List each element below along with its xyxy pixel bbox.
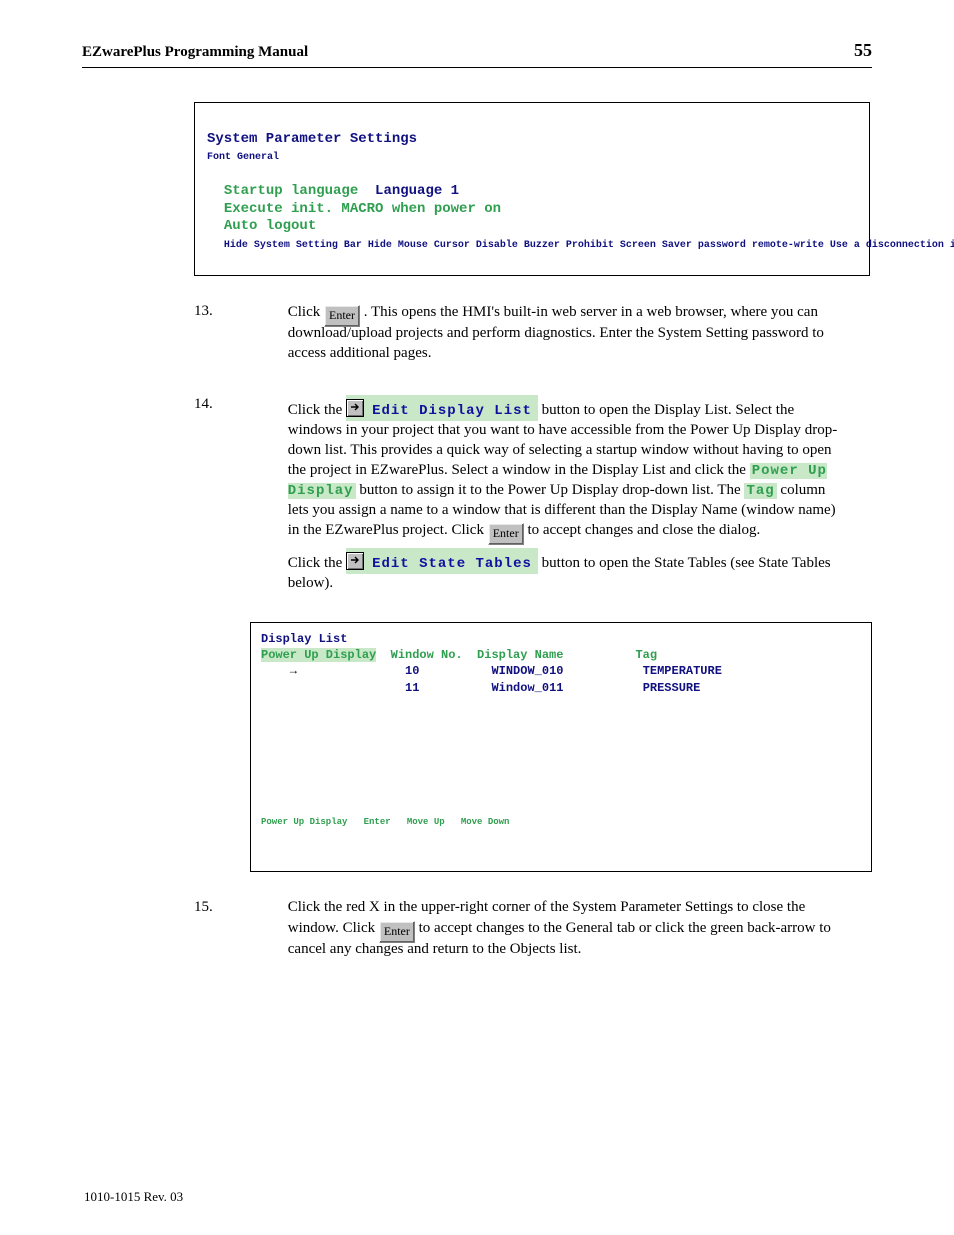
arrow-right-icon (346, 399, 364, 417)
enter-key-icon[interactable]: Enter (488, 523, 524, 545)
t2-footer: Power Up Display Enter Move Up Move Down (261, 817, 509, 827)
step13-before: Click (288, 304, 324, 320)
t2-r2-disp: Window_011 (491, 681, 563, 695)
t2-col-disp: Display Name (477, 648, 563, 662)
edit-state-tables-button[interactable]: Edit State Tables (346, 548, 538, 574)
s14-c: button to assign it to the Power Up Disp… (359, 482, 744, 498)
arrow-right-icon (346, 552, 364, 570)
step-14: 14. Click the Edit Display List button t… (194, 395, 870, 600)
t2-col-powerup: Power Up Display (261, 648, 376, 662)
s14-e: to accept changes and close the dialog. (527, 522, 760, 538)
t2-r2-tag: PRESSURE (643, 681, 701, 695)
step-15: 15. Click the red X in the upper-right c… (194, 898, 870, 965)
edit-display-list-button[interactable]: Edit Display List (346, 395, 538, 421)
term1-startup-value: Language 1 (375, 183, 459, 199)
header-page-number: 55 (854, 40, 872, 61)
t2-col-tag: Tag (635, 648, 657, 662)
enter-key-icon[interactable]: Enter (379, 921, 415, 943)
term1-title: System Parameter Settings (207, 131, 417, 147)
screenshot-display-list: Display List Power Up Display Window No.… (250, 622, 872, 872)
screenshot-system-parameters: System Parameter Settings Font General S… (194, 102, 870, 276)
page-header: EZwarePlus Programming Manual 55 (82, 40, 872, 68)
step-15-number: 15. (194, 898, 228, 918)
step-14-number: 14. (194, 395, 228, 415)
term1-tabs-left: Font General (207, 152, 279, 163)
term1-startup-label: Startup language (224, 183, 358, 199)
term1-execute-label: Execute init. MACRO when power on (224, 201, 501, 217)
term1-backlight: Hide System Setting Bar Hide Mouse Curso… (224, 240, 954, 251)
t2-title: Display List (261, 632, 347, 646)
enter-key-icon[interactable]: Enter (324, 305, 360, 327)
edit-state-tables-label: Edit State Tables (372, 556, 532, 572)
s14-a: Click the (288, 402, 346, 418)
edit-display-list-label: Edit Display List (372, 403, 532, 419)
step-13: 13. Click Enter . This opens the HMI's b… (194, 302, 870, 369)
s14-f: Click the (288, 555, 346, 571)
t2-col-winno: Window No. (391, 648, 463, 662)
t2-r1-tag: TEMPERATURE (643, 664, 722, 678)
footer-page-code: 1010-1015 Rev. 03 (84, 1189, 183, 1205)
step13-after: . This opens the HMI's built-in web serv… (288, 304, 824, 361)
t2-r2-win: 11 (405, 681, 419, 695)
t2-r1-disp: WINDOW_010 (491, 664, 563, 678)
term1-autologout-label: Auto logout (224, 218, 316, 234)
tag-highlight: Tag (744, 483, 776, 499)
step-13-number: 13. (194, 302, 228, 322)
t2-r1-win: 10 (405, 664, 419, 678)
header-left: EZwarePlus Programming Manual (82, 44, 308, 61)
